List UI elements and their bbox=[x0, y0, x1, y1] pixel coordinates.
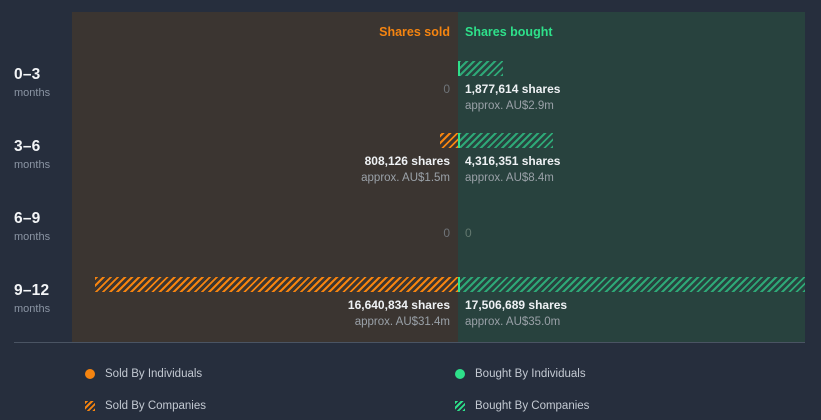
bought-value: 1,877,614 shares bbox=[465, 82, 561, 96]
header-sold-panel: Shares sold bbox=[72, 12, 458, 54]
header-label-spacer bbox=[0, 12, 72, 54]
sold-value: 0 bbox=[443, 82, 450, 96]
row-label-0: 0–3 months bbox=[0, 54, 72, 126]
bought-value: 4,316,351 shares bbox=[465, 154, 561, 168]
bought-value: 0 bbox=[465, 226, 472, 240]
shares-sold-header: Shares sold bbox=[379, 25, 450, 39]
row-label-1: 3–6 months bbox=[0, 126, 72, 198]
table-row[interactable]: 6–9 months 0 0 bbox=[0, 198, 821, 270]
sold-subvalue: approx. AU$1.5m bbox=[361, 172, 450, 184]
row-period-label: 9–12 bbox=[14, 282, 50, 299]
table-row[interactable]: 0–3 months 0 1,877,614 shares approx. AU… bbox=[0, 54, 821, 126]
legend-label: Bought By Individuals bbox=[475, 368, 586, 380]
legend-label: Sold By Companies bbox=[105, 400, 206, 412]
bought-subvalue: approx. AU$35.0m bbox=[465, 316, 561, 328]
legend-label: Sold By Individuals bbox=[105, 368, 203, 380]
row-bought-panel-0: 1,877,614 shares approx. AU$2.9m bbox=[458, 54, 805, 126]
row-sold-panel-0: 0 bbox=[72, 54, 458, 126]
row-label-3: 9–12 months bbox=[0, 270, 72, 342]
row-bought-panel-3: 17,506,689 shares approx. AU$35.0m bbox=[458, 270, 805, 342]
green-hatch-icon bbox=[455, 401, 465, 411]
bought-subvalue: approx. AU$8.4m bbox=[465, 172, 554, 184]
legend-label: Bought By Companies bbox=[475, 400, 590, 412]
row-unit-label: months bbox=[14, 303, 51, 315]
row-sold-panel-2: 0 bbox=[72, 198, 458, 270]
legend-item-sold-by-companies[interactable]: Sold By Companies bbox=[85, 400, 206, 412]
row-unit-label: months bbox=[14, 87, 51, 99]
sold-value: 0 bbox=[443, 226, 450, 240]
chart-grid: Shares sold Shares bought 0–3 months 0 1… bbox=[0, 12, 821, 343]
orange-dot-icon bbox=[85, 369, 95, 379]
sold-bar bbox=[95, 277, 458, 292]
sold-bar bbox=[440, 133, 458, 148]
orange-hatch-icon bbox=[85, 401, 95, 411]
row-period-label: 6–9 bbox=[14, 210, 41, 227]
bought-subvalue: approx. AU$2.9m bbox=[465, 100, 554, 112]
row-label-2: 6–9 months bbox=[0, 198, 72, 270]
bought-value: 17,506,689 shares bbox=[465, 298, 568, 312]
sold-value: 16,640,834 shares bbox=[347, 298, 450, 312]
bought-bar bbox=[458, 277, 805, 292]
chart-header-row: Shares sold Shares bought bbox=[0, 12, 821, 54]
row-period-label: 3–6 bbox=[14, 138, 41, 155]
bought-bar bbox=[458, 133, 553, 148]
shares-bought-header: Shares bought bbox=[465, 25, 553, 39]
green-dot-icon bbox=[455, 369, 465, 379]
sold-value: 808,126 shares bbox=[364, 154, 450, 168]
chart-legend: Sold By Individuals Bought By Individual… bbox=[0, 352, 821, 420]
legend-item-sold-by-individuals[interactable]: Sold By Individuals bbox=[85, 368, 202, 380]
table-row[interactable]: 9–12 months 16,640,834 shares approx. AU… bbox=[0, 270, 821, 342]
bought-bar bbox=[458, 61, 503, 76]
table-row[interactable]: 3–6 months 808,126 shares approx. AU$1.5… bbox=[0, 126, 821, 198]
row-bought-panel-1: 4,316,351 shares approx. AU$8.4m bbox=[458, 126, 805, 198]
header-bought-panel: Shares bought bbox=[458, 12, 805, 54]
row-sold-panel-1: 808,126 shares approx. AU$1.5m bbox=[72, 126, 458, 198]
row-period-label: 0–3 bbox=[14, 66, 41, 83]
legend-item-bought-by-individuals[interactable]: Bought By Individuals bbox=[455, 368, 586, 380]
chart-bottom-divider bbox=[14, 342, 805, 343]
sold-subvalue: approx. AU$31.4m bbox=[354, 316, 450, 328]
row-unit-label: months bbox=[14, 231, 51, 243]
row-sold-panel-3: 16,640,834 shares approx. AU$31.4m bbox=[72, 270, 458, 342]
row-unit-label: months bbox=[14, 159, 51, 171]
legend-item-bought-by-companies[interactable]: Bought By Companies bbox=[455, 400, 589, 412]
row-bought-panel-2: 0 bbox=[458, 198, 805, 270]
